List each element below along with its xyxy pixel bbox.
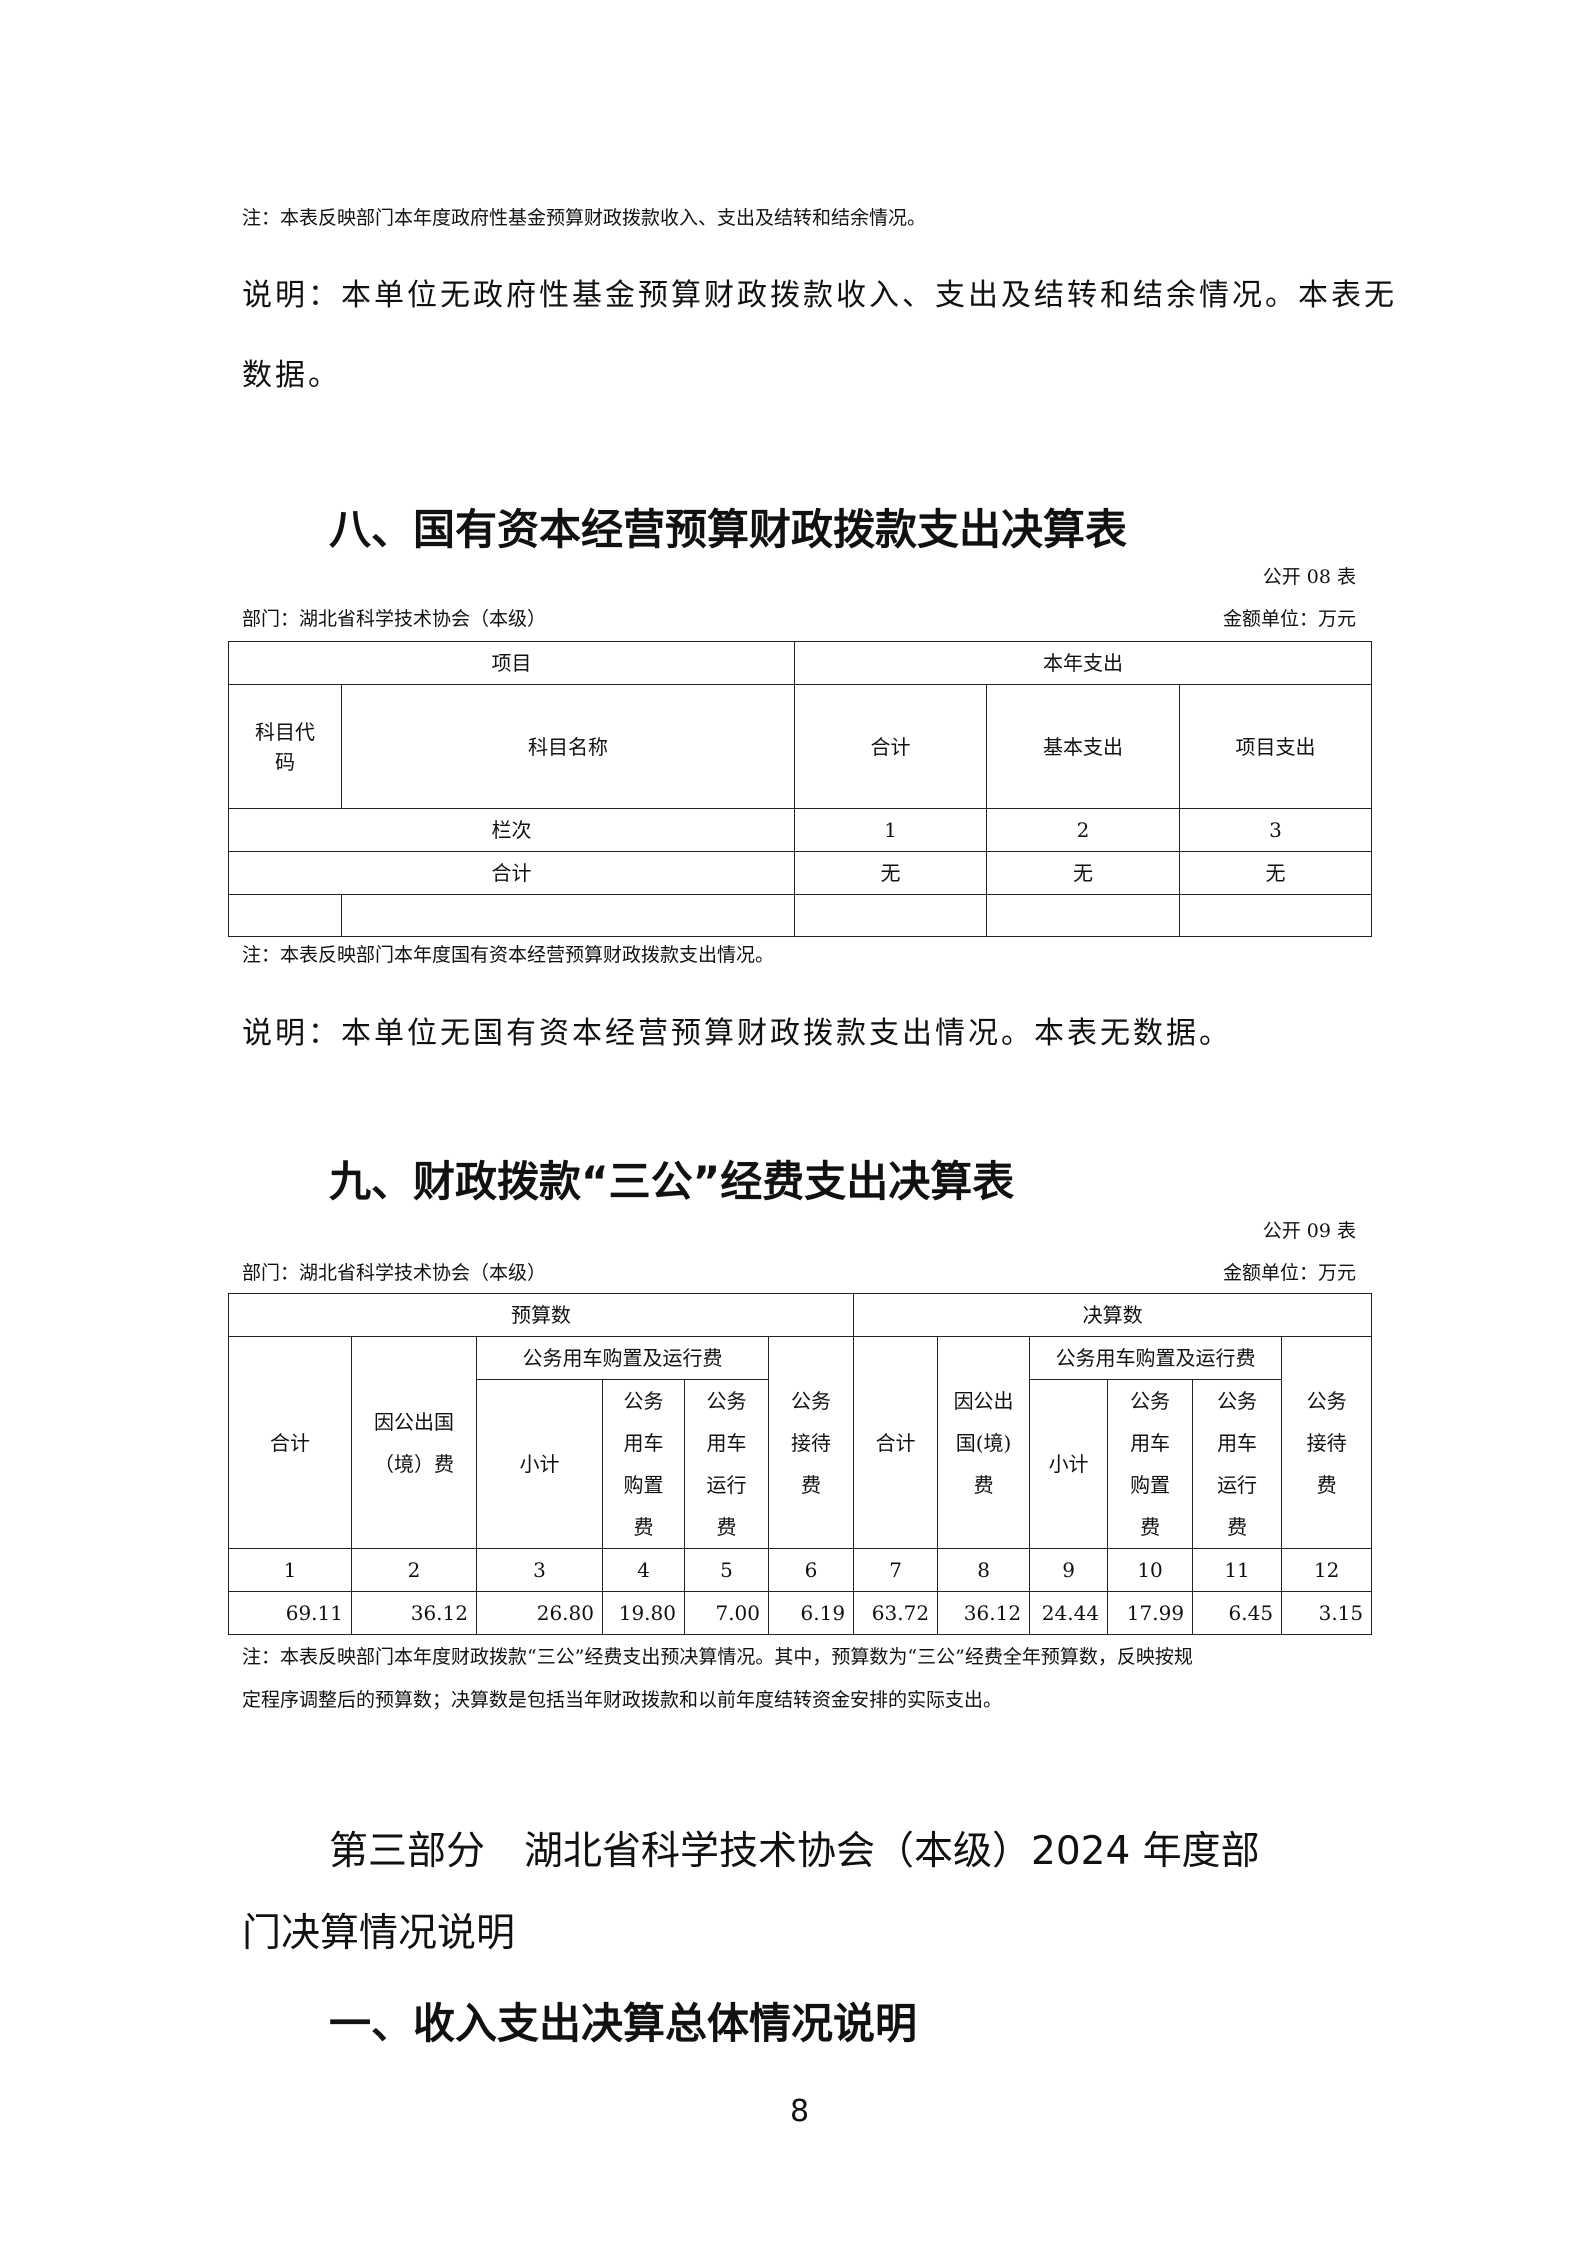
header-subtotal: 小计 <box>1029 1379 1109 1549</box>
col-num: 3 <box>476 1548 603 1592</box>
header-abroad: 因公出国(境)费 <box>937 1336 1031 1549</box>
part3-title-line2: 门决算情况说明 <box>242 1911 516 1956</box>
col-num: 3 <box>1179 808 1372 852</box>
value-cell: 6.45 <box>1192 1591 1283 1635</box>
header-name: 科目名称 <box>341 684 795 809</box>
header-project: 项目支出 <box>1179 684 1372 809</box>
value-cell: 36.12 <box>351 1591 477 1635</box>
col-num: 2 <box>986 808 1180 852</box>
col-num: 7 <box>853 1548 939 1592</box>
section9-dept: 部门：湖北省科学技术协会（本级） <box>242 1262 547 1284</box>
table-row: 69.11 36.12 26.80 19.80 7.00 6.19 63.72 … <box>228 1591 1373 1635</box>
page-number: 8 <box>790 2094 810 2129</box>
header-basic: 基本支出 <box>986 684 1180 809</box>
col-num: 2 <box>351 1548 477 1592</box>
col-num: 10 <box>1107 1548 1194 1592</box>
header-reception: 公务接待费 <box>767 1336 855 1549</box>
value-cell: 3.15 <box>1281 1591 1373 1635</box>
section9-unit: 金额单位：万元 <box>1222 1262 1356 1284</box>
sum-value: 无 <box>1179 851 1372 895</box>
header-vehicle-buy: 公务用车购置费 <box>602 1379 685 1549</box>
value-cell: 69.11 <box>228 1591 352 1635</box>
section8-unit: 金额单位：万元 <box>1222 608 1356 630</box>
header-total: 合计 <box>853 1336 939 1549</box>
col-num: 11 <box>1192 1548 1283 1592</box>
section8-note: 注：本表反映部门本年度国有资本经营预算财政拨款支出情况。 <box>242 944 775 966</box>
header-current-year: 本年支出 <box>794 641 1372 685</box>
col-num: 5 <box>684 1548 769 1592</box>
header-subtotal: 小计 <box>476 1379 603 1549</box>
section8-explain: 说明：本单位无国有资本经营预算财政拨款支出情况。本表无数据。 <box>242 1016 1232 1051</box>
header-vehicle: 公务用车购置及运行费 <box>476 1336 769 1380</box>
sum-value: 无 <box>986 851 1180 895</box>
value-cell: 36.12 <box>937 1591 1031 1635</box>
col-num: 8 <box>937 1548 1031 1592</box>
value-cell: 7.00 <box>684 1591 769 1635</box>
header-total: 合计 <box>794 684 987 809</box>
header-abroad: 因公出国（境）费 <box>351 1336 477 1549</box>
header-vehicle: 公务用车购置及运行费 <box>1029 1336 1283 1380</box>
section8-title: 八、国有资本经营预算财政拨款支出决算表 <box>329 505 1128 554</box>
section9-table-no: 公开 09 表 <box>1262 1220 1356 1242</box>
explain-gov-fund-line2: 数据。 <box>242 358 341 393</box>
three-public-table: 预算数 决算数 合计 因公出国（境）费 公务用车购置及运行费 公务接待费 合计 … <box>227 1293 1373 1635</box>
column-no-label: 栏次 <box>228 808 795 852</box>
value-cell: 24.44 <box>1029 1591 1109 1635</box>
sum-label: 合计 <box>228 851 795 895</box>
value-cell: 17.99 <box>1107 1591 1194 1635</box>
header-vehicle-buy: 公务用车购置费 <box>1107 1379 1194 1549</box>
section9-title: 九、财政拨款“三公”经费支出决算表 <box>329 1157 1015 1206</box>
section8-dept: 部门：湖北省科学技术协会（本级） <box>242 608 547 630</box>
sum-value: 无 <box>794 851 987 895</box>
value-cell: 6.19 <box>767 1591 855 1635</box>
value-cell: 26.80 <box>476 1591 603 1635</box>
header-vehicle-run: 公务用车运行费 <box>684 1379 769 1549</box>
header-vehicle-run: 公务用车运行费 <box>1192 1379 1283 1549</box>
empty-row <box>228 894 1372 937</box>
state-capital-table: 项目 本年支出 科目代码 科目名称 合计 基本支出 项目支出 栏次 1 2 3 … <box>228 641 1372 937</box>
value-cell: 19.80 <box>602 1591 685 1635</box>
section8-table-no: 公开 08 表 <box>1262 566 1356 588</box>
col-num: 4 <box>602 1548 685 1592</box>
explain-gov-fund-line1: 说明：本单位无政府性基金预算财政拨款收入、支出及结转和结余情况。本表无 <box>242 278 1397 313</box>
col-num: 9 <box>1029 1548 1109 1592</box>
header-budget: 预算数 <box>227 1293 855 1337</box>
col-num: 6 <box>767 1548 855 1592</box>
col-num: 1 <box>228 1548 352 1592</box>
value-cell: 63.72 <box>853 1591 939 1635</box>
col-num: 1 <box>794 808 987 852</box>
header-final: 决算数 <box>853 1293 1373 1337</box>
col-num: 12 <box>1281 1548 1373 1592</box>
section9-note-line2: 定程序调整后的预算数；决算数是包括当年财政拨款和以前年度结转资金安排的实际支出。 <box>242 1689 1003 1711</box>
part3-title-line1: 第三部分 湖北省科学技术协会（本级）2024 年度部 <box>329 1829 1260 1874</box>
note-gov-fund: 注：本表反映部门本年度政府性基金预算财政拨款收入、支出及结转和结余情况。 <box>242 207 927 229</box>
section9-note-line1: 注：本表反映部门本年度财政拨款“三公”经费支出预决算情况。其中，预算数为“三公”… <box>242 1646 1193 1668</box>
header-code: 科目代码 <box>228 684 342 809</box>
header-reception: 公务接待费 <box>1281 1336 1373 1549</box>
part3-subtitle: 一、收入支出决算总体情况说明 <box>329 1999 918 2048</box>
header-item: 项目 <box>228 641 795 685</box>
header-total: 合计 <box>228 1336 352 1549</box>
